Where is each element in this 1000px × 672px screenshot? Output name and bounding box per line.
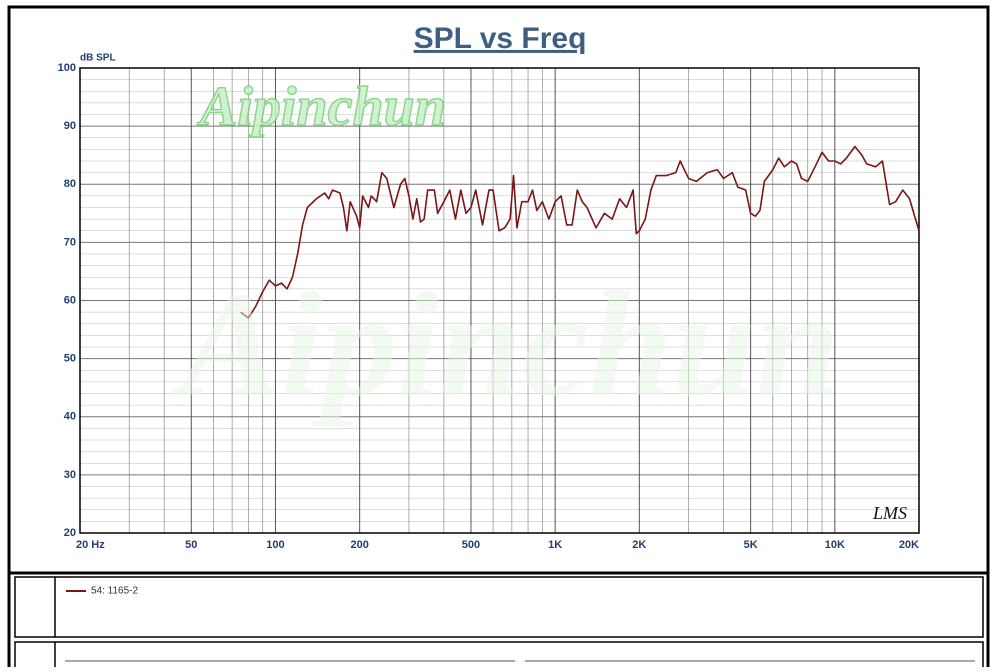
- x-tick-label: 20 Hz: [76, 539, 105, 551]
- x-tick-label: 500: [462, 539, 480, 551]
- legend-box: [14, 576, 984, 638]
- y-axis-label: dB SPL: [80, 53, 116, 64]
- x-tick-label: 20K: [899, 539, 919, 551]
- x-tick-label: 5K: [744, 539, 758, 551]
- footer-box: [14, 641, 984, 672]
- y-tick-label: 70: [64, 236, 76, 248]
- plot-area: 20 30 40 50 60 70 80 90 100 20 Hz 50 100 200 500 1K 2K 5…: [58, 62, 920, 551]
- y-tick-label: 30: [64, 469, 76, 481]
- x-tick-label: 200: [350, 539, 368, 551]
- legend-label: 54: 1165-2: [91, 586, 139, 597]
- y-tick-label: 100: [58, 62, 76, 74]
- y-tick-label: 90: [64, 120, 76, 132]
- x-tick-label: 10K: [825, 539, 845, 551]
- y-tick-label: 20: [64, 527, 76, 539]
- y-tick-label: 50: [64, 353, 76, 365]
- y-tick-label: 40: [64, 411, 76, 423]
- x-tick-label: 2K: [632, 539, 646, 551]
- chart-title: SPL vs Freq: [414, 22, 587, 55]
- y-tick-label: 60: [64, 294, 76, 306]
- watermark: Aipinchun: [197, 76, 446, 138]
- x-tick-label: 1K: [548, 539, 562, 551]
- watermark-large: Aipinchun: [173, 261, 840, 427]
- x-tick-label: 100: [266, 539, 284, 551]
- y-tick-label: 80: [64, 178, 76, 190]
- logo: LMS: [872, 503, 907, 523]
- data-line: [240, 145, 920, 319]
- plot-border: [79, 67, 920, 534]
- legend: 54: 1165-2: [66, 586, 139, 597]
- x-tick-label: 50: [185, 539, 197, 551]
